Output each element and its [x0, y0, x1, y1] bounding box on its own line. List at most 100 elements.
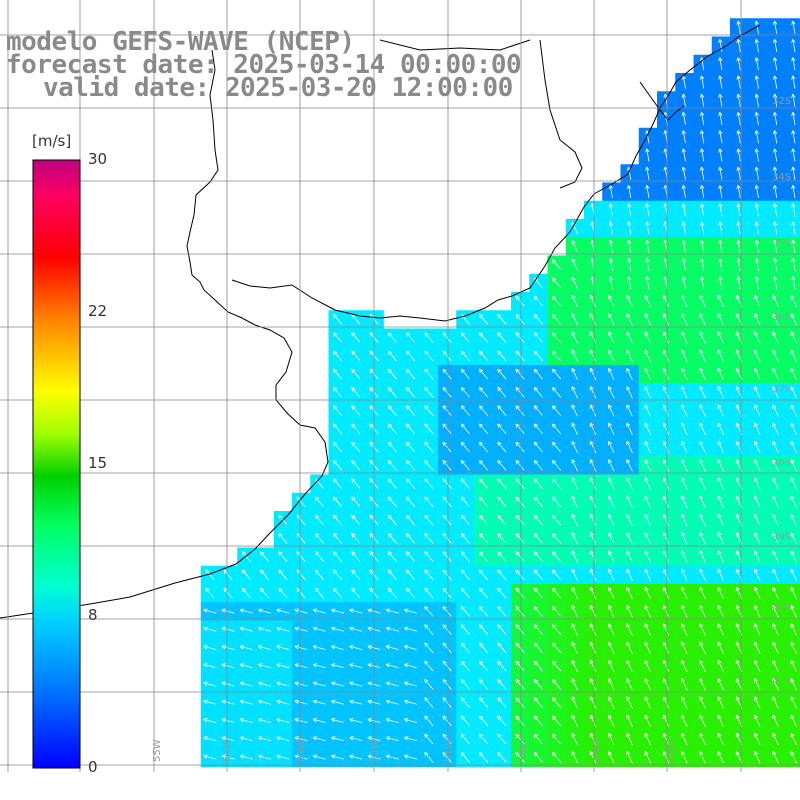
wind-arrow: [754, 623, 761, 636]
wind-arrow: [552, 569, 562, 581]
wind-arrow: [717, 459, 724, 472]
wind-cell: [784, 401, 800, 421]
wind-arrow: [258, 608, 272, 614]
wind-arrow: [790, 422, 797, 435]
latitude-label: 39S: [772, 532, 791, 543]
wind-arrow: [772, 641, 779, 654]
wind-arrow: [276, 645, 290, 650]
wind-arrow: [515, 679, 525, 690]
wind-arrow: [515, 642, 525, 654]
wind-arrow: [645, 203, 650, 217]
wind-arrow: [333, 533, 343, 544]
wind-arrow: [681, 367, 688, 381]
wind-arrow: [497, 679, 507, 690]
wind-arrow: [699, 440, 706, 454]
wind-arrow: [681, 751, 688, 764]
wind-arrow: [608, 477, 615, 490]
wind-arrow: [772, 495, 779, 508]
wind-arrow: [772, 568, 779, 581]
wind-arrow: [717, 513, 724, 527]
wind-arrow: [736, 257, 741, 272]
wind-arrow: [333, 569, 343, 581]
wind-arrow: [460, 496, 470, 508]
wind-arrow: [626, 678, 633, 691]
wind-arrow: [754, 732, 761, 746]
wind-arrow: [699, 605, 706, 618]
wind-arrow: [515, 551, 525, 562]
wind-arrow: [626, 440, 633, 454]
wind-arrow: [351, 460, 361, 471]
wind-arrow: [460, 587, 470, 599]
wind-arrow: [552, 551, 562, 562]
wind-arrow: [791, 221, 796, 235]
wind-arrow: [571, 386, 578, 399]
wind-arrow: [608, 678, 615, 691]
wind-arrow: [626, 568, 633, 581]
wind-arrow: [333, 460, 343, 471]
wind-arrow: [699, 513, 706, 527]
wind-arrow: [258, 626, 272, 632]
wind-arrow: [589, 459, 597, 472]
wind-arrow: [333, 478, 343, 489]
wind-arrow: [387, 350, 397, 362]
wind-arrow: [645, 166, 650, 180]
wind-arrow: [385, 681, 399, 687]
wind-arrow: [424, 533, 434, 544]
wind-arrow: [662, 605, 670, 618]
wind-arrow: [552, 624, 562, 635]
wind-arrow: [515, 569, 525, 581]
wind-arrow: [479, 478, 489, 489]
wind-arrow: [515, 460, 525, 471]
wind-arrow: [608, 568, 615, 581]
wind-arrow: [221, 626, 235, 632]
wind-arrow: [349, 681, 363, 687]
wind-arrow: [589, 532, 597, 545]
wind-arrow: [314, 533, 324, 544]
wind-arrow: [699, 221, 705, 235]
wind-arrow: [589, 714, 597, 727]
wind-arrow: [662, 696, 670, 709]
longitude-label: 48W: [666, 739, 677, 762]
wind-arrow: [608, 239, 614, 253]
wind-arrow: [754, 239, 760, 253]
longitude-label: 55W: [152, 739, 163, 762]
wind-arrow: [571, 605, 578, 618]
wind-arrow: [497, 405, 507, 416]
wind-arrow: [479, 314, 489, 325]
wind-cell: [784, 584, 800, 603]
wind-arrow: [351, 423, 361, 435]
wind-arrow: [644, 568, 651, 581]
wind-arrow: [479, 660, 489, 672]
wind-arrow: [460, 514, 470, 526]
wind-arrow: [662, 349, 670, 362]
wind-arrow: [736, 20, 741, 34]
wind-arrow: [662, 659, 670, 673]
wind-arrow: [662, 495, 670, 508]
wind-arrow: [533, 587, 543, 599]
wind-arrow: [314, 496, 324, 508]
wind-arrow: [515, 332, 525, 343]
wind-arrow: [681, 276, 687, 290]
valid-date: valid date: 2025-03-20 12:00:00: [43, 73, 513, 103]
wind-arrow: [515, 533, 525, 544]
wind-arrow: [552, 259, 562, 270]
wind-arrow: [772, 221, 778, 235]
wind-arrow: [699, 477, 706, 490]
wind-arrow: [717, 659, 724, 673]
wind-arrow: [772, 349, 779, 362]
wind-arrow: [406, 496, 416, 508]
wind-arrow: [460, 697, 470, 708]
wind-arrow: [626, 732, 633, 746]
wind-arrow: [754, 386, 761, 399]
wind-arrow: [497, 314, 507, 325]
wind-arrow: [589, 659, 597, 673]
wind-arrow: [241, 587, 251, 599]
wind-arrow: [442, 332, 452, 343]
wind-arrow: [754, 313, 761, 326]
wind-arrow: [626, 513, 633, 527]
wind-arrow: [644, 605, 651, 618]
wind-arrow: [552, 752, 562, 763]
wind-arrow: [515, 715, 525, 727]
wind-arrow: [349, 645, 363, 650]
wind-arrow: [424, 496, 434, 508]
